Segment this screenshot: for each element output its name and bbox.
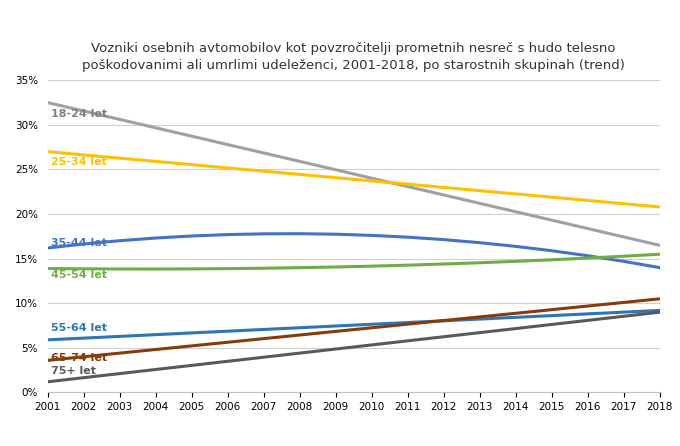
Text: 35-44 let: 35-44 let [51,238,107,248]
Title: Vozniki osebnih avtomobilov kot povzročitelji prometnih nesreč s hudo telesno
po: Vozniki osebnih avtomobilov kot povzroči… [82,42,625,72]
Text: 65-74 let: 65-74 let [51,353,107,363]
Text: 55-64 let: 55-64 let [51,323,107,333]
Text: 18-24 let: 18-24 let [51,109,107,119]
Text: 75+ let: 75+ let [51,366,96,376]
Text: 25-34 let: 25-34 let [51,157,107,167]
Text: 45-54 let: 45-54 let [51,270,107,280]
